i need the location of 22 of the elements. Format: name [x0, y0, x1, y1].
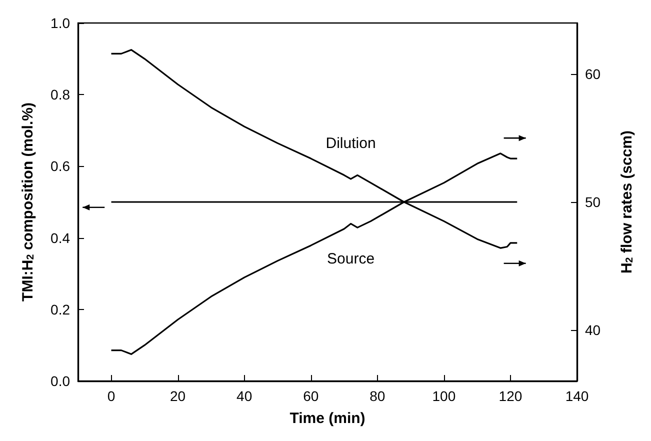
- y-tick-label: 0.2: [50, 301, 70, 318]
- series-label: Source: [327, 250, 375, 268]
- y-axis-title: TMI:H2 composition (mol.%): [20, 102, 36, 302]
- y-tick-label: 0.0: [50, 373, 70, 389]
- series-label: Dilution: [326, 134, 376, 152]
- y-tick-label: 0.8: [50, 86, 70, 103]
- x-tick-label: 140: [565, 388, 589, 404]
- y2-tick-label: 60: [585, 66, 601, 82]
- x-tick-label: 100: [432, 388, 456, 404]
- x-tick-label: 40: [236, 388, 252, 404]
- y-tick-label: 0.6: [50, 158, 70, 174]
- x-tick-label: 60: [303, 388, 319, 404]
- y-tick-label: 1.0: [50, 15, 70, 31]
- x-tick-label: 20: [170, 388, 186, 404]
- x-axis-title: Time (min): [290, 410, 366, 427]
- y2-tick-label: 40: [585, 322, 601, 338]
- x-tick-label: 80: [370, 388, 386, 404]
- y-tick-label: 0.4: [50, 230, 70, 246]
- y2-axis-title: H2 flow rates (sccm): [618, 130, 636, 274]
- y2-tick-label: 50: [585, 194, 601, 210]
- x-tick-label: 0: [107, 388, 116, 404]
- x-tick-label: 120: [498, 388, 522, 404]
